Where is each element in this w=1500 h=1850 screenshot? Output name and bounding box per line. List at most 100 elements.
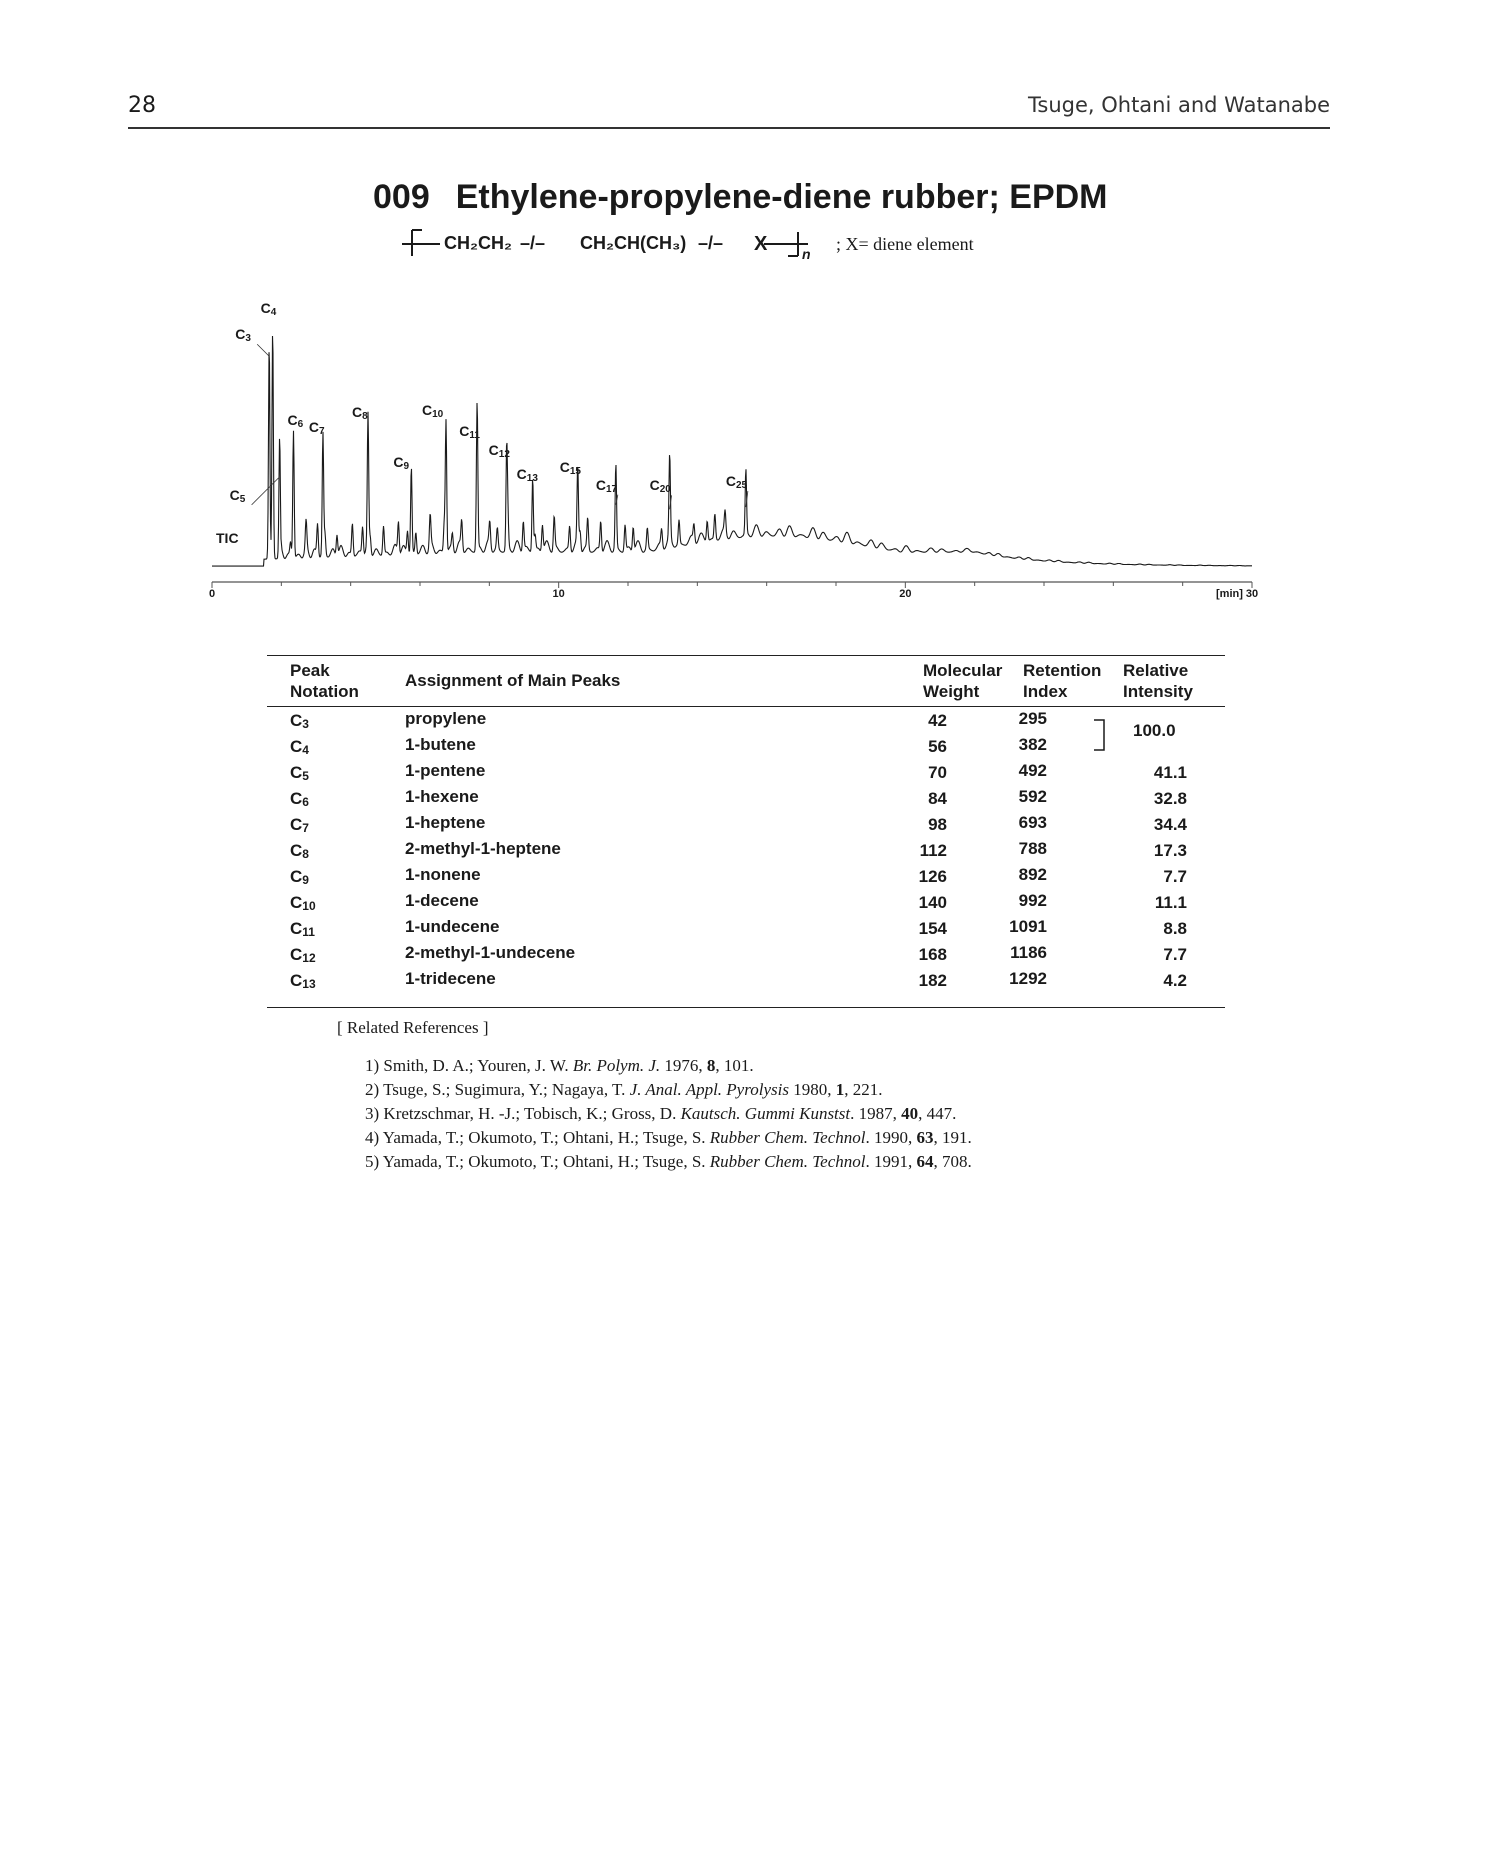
header-molecular-weight: Molecular Weight	[923, 661, 1003, 701]
peak-label-c15: C15	[559, 459, 581, 478]
peak-assignment: 1-decene	[405, 891, 479, 910]
tic-trace	[212, 335, 1252, 567]
molecular-weight: 126	[918, 867, 947, 886]
pyrogram-svg	[211, 335, 1253, 588]
retention-index: 788	[1018, 839, 1047, 858]
peak-notation: C6	[290, 789, 309, 809]
formula-note: ; X= diene element	[836, 234, 974, 254]
peak-label-c7: C7	[308, 419, 325, 438]
relative-intensity: 7.7	[1163, 867, 1187, 886]
page-title: 009 Ethylene-propylene-diene rubber; EPDM	[373, 178, 1108, 217]
peak-label-c20: C20	[649, 477, 671, 496]
peak-assignment: 1-tridecene	[405, 969, 496, 988]
retention-index: 382	[1018, 735, 1047, 754]
header-peak-notation: Peak Notation	[290, 661, 359, 701]
x-tick-label: 0	[208, 588, 216, 600]
peak-leader-line	[669, 495, 672, 510]
retention-index: 492	[1018, 761, 1047, 780]
pyrogram-chart: TIC [min] 0 10 20 30 C3 C4 C5 C6 C7 C8 C9 C10 C11 C12…	[200, 300, 1280, 620]
formula-separator: –/–	[698, 233, 724, 253]
header-assignment: Assignment of Main Peaks	[405, 671, 621, 690]
relative-intensity: 11.1	[1154, 893, 1187, 912]
table-row: C6 1-hexene 84 592 32.8	[267, 787, 1225, 815]
retention-index: 592	[1018, 787, 1047, 806]
relative-intensity: 32.8	[1153, 789, 1187, 808]
retention-index: 992	[1018, 891, 1047, 910]
peak-assignment: 1-hexene	[405, 787, 479, 806]
table-row: C9 1-nonene 126 892 7.7	[267, 865, 1225, 893]
related-references: [ Related References ] 1) Smith, D. A.; …	[337, 1018, 972, 1174]
table-row: C11 1-undecene 154 1091 8.8	[267, 917, 1225, 945]
formula-propylene-unit: CH₂CH(CH₃)	[580, 233, 687, 253]
peak-label-c6: C6	[287, 412, 304, 431]
peak-notation: C8	[290, 841, 309, 861]
formula-ethylene-unit: CH₂CH₂	[444, 233, 512, 253]
peak-label-c11: C11	[459, 423, 480, 442]
peak-notation: C5	[290, 763, 309, 783]
peak-leader-line	[615, 494, 619, 505]
table-row: C5 1-pentene 70 492 41.1	[267, 761, 1225, 789]
peak-label-c25: C25	[725, 473, 748, 492]
retention-index: 1292	[1009, 969, 1047, 988]
peak-leader-line	[745, 490, 749, 508]
molecular-weight: 182	[918, 971, 947, 990]
relative-intensity: 8.8	[1163, 919, 1187, 938]
formula-brackets	[402, 229, 808, 257]
peak-assignment: 1-nonene	[405, 865, 481, 884]
peak-assignment: 1-heptene	[405, 813, 486, 832]
peak-assignment: propylene	[405, 709, 487, 728]
retention-index: 892	[1018, 865, 1047, 884]
formula-separator: –/–	[520, 233, 546, 253]
x-tick-label: 30	[1245, 588, 1259, 600]
peak-assignment: 1-pentene	[405, 761, 486, 780]
peak-notation: C7	[290, 815, 309, 835]
peak-notation: C11	[290, 919, 315, 939]
peak-assignment: 2-methyl-1-undecene	[405, 943, 576, 962]
table-row: C7 1-heptene 98 693 34.4	[267, 813, 1225, 841]
peak-notation: C10	[290, 893, 316, 913]
reference-item: 5) Yamada, T.; Okumoto, T.; Ohtani, H.; …	[365, 1152, 972, 1171]
table-header: Peak Notation Assignment of Main Peaks Mo…	[267, 656, 1225, 707]
retention-index: 295	[1018, 709, 1047, 728]
peak-label-c12: C12	[488, 442, 510, 461]
peak-label-c8: C8	[352, 403, 368, 422]
molecular-weight: 70	[928, 763, 947, 782]
peak-label-c17: C17	[595, 476, 618, 495]
running-authors: Tsuge, Ohtani and Watanabe	[1028, 93, 1330, 117]
c3-c4-relative-intensity: 100.0	[1133, 721, 1176, 740]
relative-intensity: 4.2	[1163, 971, 1187, 990]
table-row: C4 1-butene 56 382	[267, 735, 1225, 763]
references-heading: [ Related References ]	[337, 1018, 489, 1037]
tic-label: TIC	[216, 530, 239, 546]
reference-list: 1) Smith, D. A.; Youren, J. W. Br. Polym…	[337, 1054, 972, 1174]
c3-c4-bracket	[1094, 719, 1105, 751]
table-row: C3 propylene 42 295	[267, 709, 1225, 737]
reference-item: 3) Kretzschmar, H. -J.; Tobisch, K.; Gro…	[365, 1104, 957, 1123]
peak-label-c5: C5	[229, 486, 246, 505]
peak-assignment-table: Peak Notation Assignment of Main Peaks Mo…	[267, 655, 1225, 1008]
peak-label-c3: C3	[235, 326, 251, 345]
relative-intensity: 17.3	[1153, 841, 1187, 860]
peak-leader-line	[251, 476, 280, 506]
relative-intensity: 34.4	[1153, 815, 1187, 834]
retention-index: 1091	[1009, 917, 1047, 936]
table-body: 100.0 C3 propylene 42 295 C4 1-butene 56 382 C5 1…	[267, 707, 1225, 1007]
peak-notation: C12	[290, 945, 316, 965]
retention-index: 693	[1018, 813, 1047, 832]
reference-item: 4) Yamada, T.; Okumoto, T.; Ohtani, H.; …	[365, 1128, 972, 1147]
peak-notation: C13	[290, 971, 316, 991]
table-row: C13 1-tridecene 182 1292 4.2	[267, 969, 1225, 997]
header-relative-intensity: Relative Intensity	[1123, 661, 1193, 701]
peak-label-c9: C9	[393, 454, 410, 473]
entry-title: Ethylene-propylene-diene rubber; EPDM	[455, 178, 1108, 216]
peak-label-c13: C13	[516, 465, 538, 484]
molecular-weight: 112	[919, 841, 947, 860]
relative-intensity: 7.7	[1163, 945, 1187, 964]
table-row: C10 1-decene 140 992 11.1	[267, 891, 1225, 919]
x-tick-label: 10	[552, 588, 565, 600]
table-row: C12 2-methyl-1-undecene 168 1186 7.7	[267, 943, 1225, 971]
formula-subscript-n: n	[802, 246, 811, 262]
peak-assignment: 1-undecene	[405, 917, 500, 936]
peak-assignment: 1-butene	[405, 735, 476, 754]
molecular-weight: 98	[928, 815, 947, 834]
